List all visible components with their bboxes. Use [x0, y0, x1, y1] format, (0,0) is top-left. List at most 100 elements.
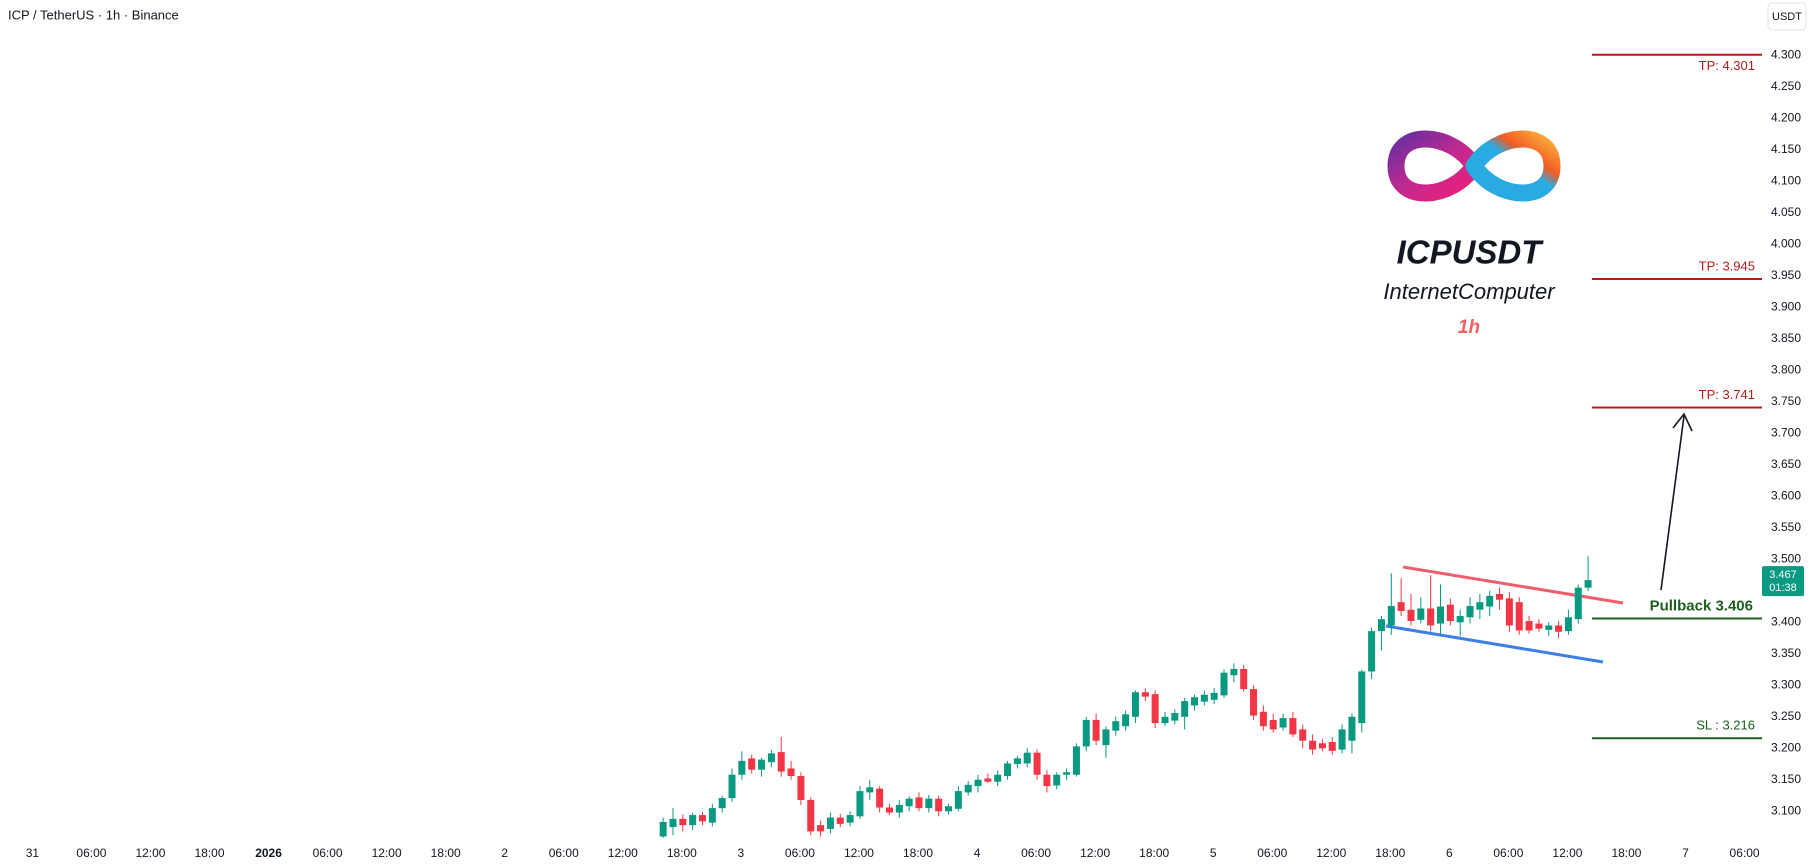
y-tick-label: 4.300	[1771, 48, 1801, 62]
candle-body	[1220, 672, 1228, 696]
candle-body	[1112, 721, 1120, 731]
x-tick-label: 18:00	[431, 846, 461, 860]
currency-button[interactable]	[1767, 2, 1807, 31]
level-label: SL : 3.216	[1696, 718, 1755, 733]
y-tick-label: 3.300	[1771, 677, 1801, 691]
candle-body	[1279, 718, 1287, 728]
x-tick-label: 12:00	[1552, 846, 1582, 860]
candle-body	[935, 798, 943, 812]
last-price-box	[1762, 566, 1804, 597]
candle-body	[905, 798, 913, 807]
candle-body	[777, 752, 785, 772]
currency-label[interactable]: USDT	[1772, 11, 1802, 23]
candle-body	[1191, 697, 1199, 706]
candle-body	[708, 808, 716, 823]
x-tick-label: 06:00	[313, 846, 343, 860]
candle-body	[738, 760, 746, 775]
x-tick-label: 12:00	[608, 846, 638, 860]
x-tick-label: 31	[26, 846, 40, 860]
candle-body	[1063, 772, 1071, 775]
candle-body	[1181, 701, 1189, 717]
y-tick-label: 4.250	[1771, 79, 1801, 93]
logo	[1387, 130, 1561, 202]
watermark-interval: 1h	[1458, 317, 1480, 338]
candle-body	[1102, 729, 1110, 746]
y-tick-label: 3.200	[1771, 740, 1801, 754]
candle-body	[925, 798, 933, 809]
candle-body	[1210, 692, 1218, 700]
y-tick-label: 3.150	[1771, 772, 1801, 786]
y-tick-label: 3.100	[1771, 803, 1801, 817]
y-tick-label: 4.100	[1771, 174, 1801, 188]
candle-body	[915, 797, 923, 809]
x-tick-label: 12:00	[135, 846, 165, 860]
candle-body	[1476, 602, 1484, 610]
candle-body	[1259, 711, 1267, 727]
candle-body	[669, 818, 677, 828]
watermark-symbol: ICPUSDT	[1397, 234, 1545, 271]
channel-upper	[1402, 565, 1624, 605]
candle-body	[1092, 719, 1100, 741]
candle-body	[1397, 602, 1405, 611]
candle-body	[1574, 587, 1582, 620]
x-tick-label: 18:00	[667, 846, 697, 860]
candle-body	[964, 784, 972, 793]
candle-body	[945, 806, 953, 812]
candle-body	[1200, 694, 1208, 702]
x-tick-label: 12:00	[1316, 846, 1346, 860]
candle-body	[1417, 608, 1425, 620]
y-tick-label: 4.150	[1771, 142, 1801, 156]
y-tick-label: 3.850	[1771, 331, 1801, 345]
candle-body	[1515, 602, 1523, 631]
x-tick-label: 12:00	[372, 846, 402, 860]
x-tick-label: 5	[1210, 846, 1217, 860]
x-tick-label: 7	[1682, 846, 1689, 860]
candle-body	[1407, 609, 1415, 622]
candle-body	[1299, 729, 1307, 741]
y-tick-label: 3.950	[1771, 268, 1801, 282]
candle-body	[1171, 713, 1179, 721]
candle-body	[1466, 605, 1474, 618]
candle-body	[1535, 623, 1543, 629]
last-price-label: 3.467	[1769, 569, 1797, 581]
candle-body	[1486, 595, 1494, 607]
x-tick-label: 06:00	[1257, 846, 1287, 860]
candle-body	[1082, 719, 1090, 747]
y-tick-label: 3.600	[1771, 489, 1801, 503]
x-tick-label: 6	[1446, 846, 1453, 860]
candle-body	[1033, 752, 1041, 775]
candle-body	[1161, 716, 1169, 724]
candle-body	[1555, 625, 1563, 632]
candle-body	[1013, 758, 1021, 765]
candle-body	[1584, 580, 1592, 588]
candle-body	[1377, 619, 1385, 632]
x-tick-label: 2	[501, 846, 508, 860]
y-tick-label: 3.250	[1771, 709, 1801, 723]
candle-body	[1053, 774, 1061, 786]
candle-body	[817, 825, 825, 832]
candle-body	[1348, 716, 1356, 741]
candle-body	[846, 815, 854, 823]
candle-body	[1141, 692, 1149, 697]
candle-body	[1358, 671, 1366, 724]
y-tick-label: 3.650	[1771, 457, 1801, 471]
candle-body	[1004, 763, 1012, 777]
x-tick-label: 2026	[255, 846, 282, 860]
plot-area	[659, 556, 1592, 838]
chart-title: ICP / TetherUS · 1h · Binance	[8, 7, 179, 22]
countdown-label: 01:38	[1769, 582, 1797, 594]
candle-body	[1525, 621, 1533, 631]
x-tick-label: 4	[974, 846, 981, 860]
candle-body	[1043, 774, 1051, 787]
candle-body	[954, 791, 962, 809]
x-tick-label: 3	[738, 846, 745, 860]
candle-body	[1505, 598, 1513, 626]
candle-body	[659, 821, 667, 837]
candle-body	[826, 817, 834, 829]
candle-body	[689, 815, 697, 826]
level-label: TP: 3.741	[1699, 387, 1755, 402]
candle-body	[836, 817, 844, 824]
x-tick-label: 12:00	[844, 846, 874, 860]
